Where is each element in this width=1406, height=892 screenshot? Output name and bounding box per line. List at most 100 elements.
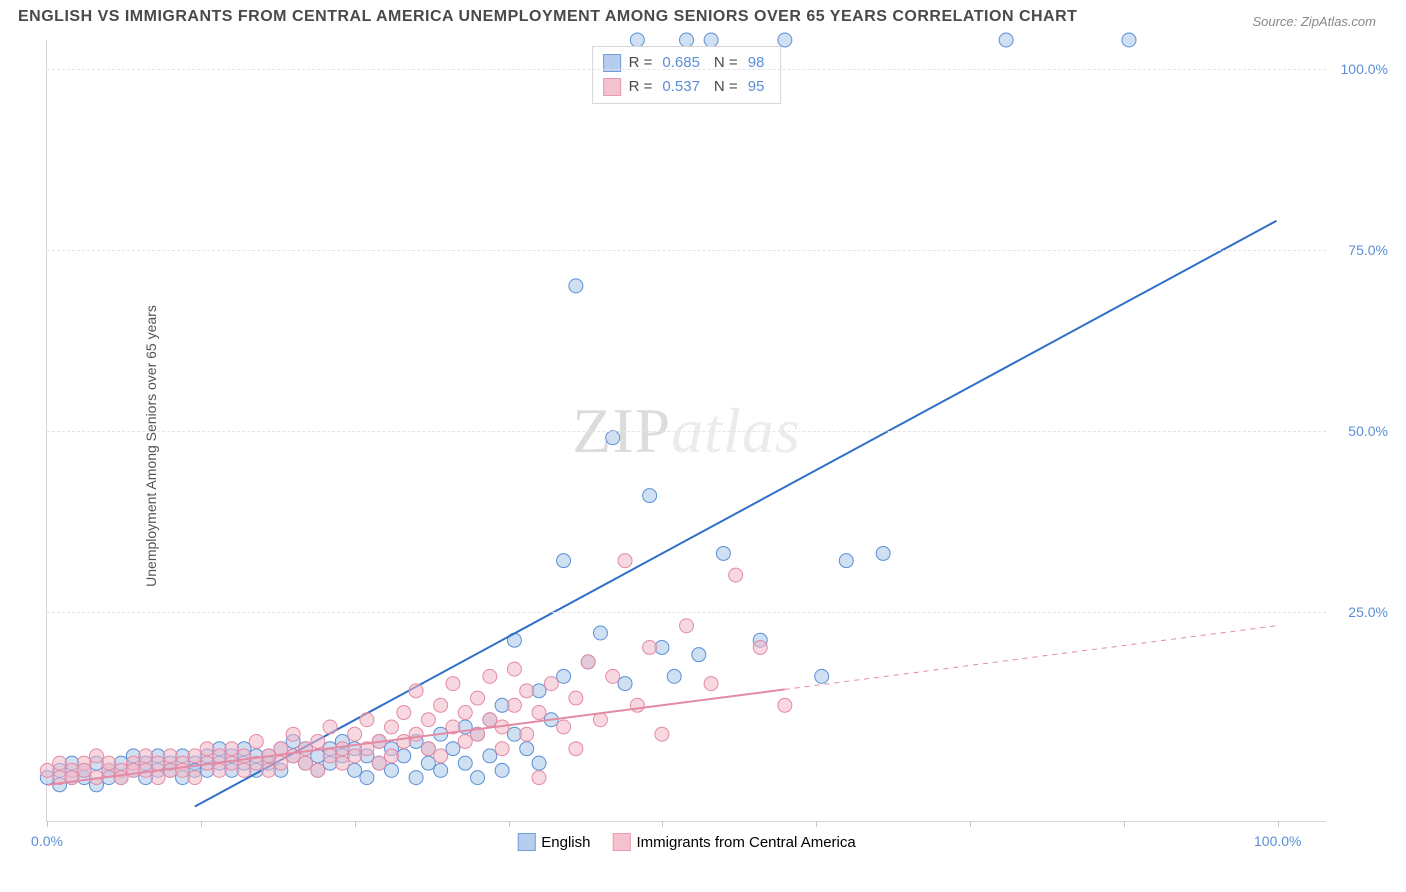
data-point-english	[999, 33, 1013, 47]
gridline-h	[47, 612, 1326, 613]
data-point-immigrants	[188, 749, 202, 763]
data-point-immigrants	[188, 771, 202, 785]
series-legend: English Immigrants from Central America	[517, 833, 855, 851]
gridline-h	[47, 250, 1326, 251]
data-point-english	[421, 756, 435, 770]
x-tick	[662, 821, 663, 827]
r-label: R =	[629, 51, 653, 75]
data-point-immigrants	[618, 554, 632, 568]
data-point-immigrants	[212, 749, 226, 763]
data-point-immigrants	[53, 756, 67, 770]
data-point-immigrants	[397, 734, 411, 748]
data-point-immigrants	[286, 727, 300, 741]
data-point-english	[778, 33, 792, 47]
data-point-immigrants	[483, 669, 497, 683]
data-point-immigrants	[385, 720, 399, 734]
data-point-english	[360, 771, 374, 785]
data-point-immigrants	[421, 713, 435, 727]
data-point-english	[716, 546, 730, 560]
data-point-english	[483, 749, 497, 763]
data-point-immigrants	[507, 662, 521, 676]
data-point-english	[520, 742, 534, 756]
data-point-immigrants	[495, 742, 509, 756]
data-point-english	[446, 742, 460, 756]
data-point-immigrants	[323, 720, 337, 734]
data-point-immigrants	[348, 749, 362, 763]
data-point-immigrants	[520, 684, 534, 698]
data-point-immigrants	[225, 742, 239, 756]
data-point-immigrants	[434, 698, 448, 712]
chart-title: ENGLISH VS IMMIGRANTS FROM CENTRAL AMERI…	[18, 8, 1077, 26]
n-label: N =	[714, 51, 738, 75]
trendline-dashed-immigrants	[785, 626, 1277, 690]
gridline-h	[47, 69, 1326, 70]
x-tick	[355, 821, 356, 827]
n-value-immigrants: 95	[748, 75, 765, 99]
data-point-immigrants	[778, 698, 792, 712]
data-point-english	[569, 279, 583, 293]
r-label: R =	[629, 75, 653, 99]
data-point-immigrants	[520, 727, 534, 741]
x-tick	[509, 821, 510, 827]
x-tick-label: 100.0%	[1254, 833, 1301, 849]
data-point-immigrants	[311, 763, 325, 777]
data-point-english	[667, 669, 681, 683]
data-point-immigrants	[274, 756, 288, 770]
data-point-english	[532, 756, 546, 770]
data-point-immigrants	[323, 749, 337, 763]
x-tick	[201, 821, 202, 827]
data-point-immigrants	[262, 763, 276, 777]
data-point-immigrants	[225, 756, 239, 770]
data-point-immigrants	[176, 763, 190, 777]
data-point-immigrants	[212, 763, 226, 777]
data-point-immigrants	[114, 771, 128, 785]
data-point-immigrants	[397, 706, 411, 720]
data-point-immigrants	[372, 756, 386, 770]
data-point-english	[409, 771, 423, 785]
legend-row-immigrants: R = 0.537 N = 95	[603, 75, 771, 99]
data-point-immigrants	[298, 742, 312, 756]
data-point-english	[593, 626, 607, 640]
data-point-immigrants	[471, 691, 485, 705]
data-point-immigrants	[335, 756, 349, 770]
trendline-english	[195, 221, 1277, 807]
data-point-english	[839, 554, 853, 568]
data-point-immigrants	[151, 771, 165, 785]
x-tick-label: 0.0%	[31, 833, 63, 849]
data-point-immigrants	[606, 669, 620, 683]
data-point-immigrants	[409, 727, 423, 741]
source-attribution: Source: ZipAtlas.com	[1252, 14, 1376, 29]
x-tick	[970, 821, 971, 827]
source-link[interactable]: ZipAtlas.com	[1301, 14, 1376, 29]
data-point-english	[557, 554, 571, 568]
legend-item-immigrants: Immigrants from Central America	[612, 833, 855, 851]
data-point-english	[471, 771, 485, 785]
data-point-immigrants	[421, 742, 435, 756]
data-point-immigrants	[163, 749, 177, 763]
data-point-immigrants	[335, 742, 349, 756]
data-point-english	[815, 669, 829, 683]
data-point-immigrants	[458, 734, 472, 748]
data-point-immigrants	[102, 756, 116, 770]
data-point-english	[1122, 33, 1136, 47]
data-point-english	[630, 33, 644, 47]
legend-label-immigrants: Immigrants from Central America	[636, 834, 855, 851]
data-point-immigrants	[483, 713, 497, 727]
data-point-immigrants	[151, 756, 165, 770]
y-tick-label: 50.0%	[1348, 423, 1388, 439]
data-point-english	[680, 33, 694, 47]
swatch-english-bottom	[517, 833, 535, 851]
data-point-immigrants	[89, 749, 103, 763]
data-point-english	[385, 763, 399, 777]
r-value-english: 0.685	[662, 51, 700, 75]
data-point-english	[557, 669, 571, 683]
data-point-immigrants	[680, 619, 694, 633]
x-tick	[47, 821, 48, 827]
data-point-immigrants	[581, 655, 595, 669]
data-point-english	[704, 33, 718, 47]
correlation-legend: R = 0.685 N = 98 R = 0.537 N = 95	[592, 46, 782, 104]
data-point-immigrants	[200, 742, 214, 756]
data-point-english	[434, 763, 448, 777]
data-point-immigrants	[409, 684, 423, 698]
data-point-english	[876, 546, 890, 560]
